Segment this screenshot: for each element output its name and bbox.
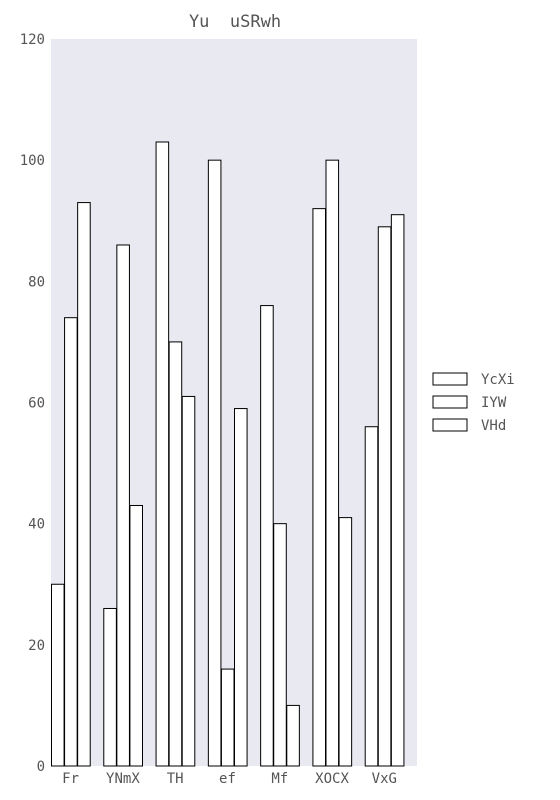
bar-IYW-YNmX [116, 244, 130, 767]
x-tick-label: TH [167, 771, 184, 787]
y-tick-label: 120 [20, 32, 45, 48]
bar-YcXi-Fr [51, 583, 65, 767]
bar-IYW-Fr [64, 317, 78, 767]
x-tick-label: XOCX [315, 771, 349, 787]
bar-VHd-Mf [286, 704, 300, 767]
legend-label: IYW [481, 395, 507, 411]
x-tick-label: ef [219, 771, 236, 787]
legend-label: YcXi [481, 372, 515, 388]
legend-swatch [432, 418, 468, 432]
bar-IYW-ef [220, 668, 235, 767]
bar-VHd-VxG [390, 214, 405, 767]
y-tick-label: 40 [28, 517, 45, 533]
y-tick-label: 20 [28, 638, 45, 654]
chart-title: Yu uSRwh [189, 12, 281, 32]
bar-YcXi-VxG [364, 426, 379, 767]
legend: YcXi IYW VHd [432, 372, 515, 434]
bar-VHd-TH [181, 395, 196, 767]
bar-YcXi-YNmX [103, 607, 117, 767]
bar-VHd-ef [234, 408, 248, 767]
bar-IYW-VxG [377, 226, 392, 767]
bar-YcXi-Mf [260, 305, 274, 767]
bars-group [51, 141, 405, 767]
x-tick-label: Fr [62, 771, 79, 787]
y-axis: 0 20 40 60 80 100 120 [20, 32, 45, 775]
bar-YcXi-XOCX [312, 208, 326, 767]
bar-IYW-TH [168, 341, 183, 767]
bar-YcXi-TH [155, 141, 170, 767]
bar-VHd-XOCX [338, 517, 353, 767]
legend-label: VHd [481, 418, 506, 434]
legend-swatch [432, 395, 468, 409]
bar-YcXi-ef [207, 159, 222, 767]
bar-VHd-Fr [77, 202, 91, 767]
x-tick-label: Mf [271, 771, 288, 787]
y-tick-label: 0 [37, 759, 45, 775]
bar-VHd-YNmX [129, 504, 144, 767]
x-axis: Fr YNmX TH ef Mf XOCX VxG [62, 771, 397, 787]
x-tick-label: VxG [372, 771, 397, 787]
x-tick-label: YNmX [106, 771, 140, 787]
bar-IYW-Mf [273, 523, 287, 767]
bar-IYW-XOCX [325, 159, 340, 767]
y-tick-label: 60 [28, 396, 45, 412]
legend-swatch [432, 372, 468, 386]
y-tick-label: 100 [20, 153, 45, 169]
y-tick-label: 80 [28, 274, 45, 290]
